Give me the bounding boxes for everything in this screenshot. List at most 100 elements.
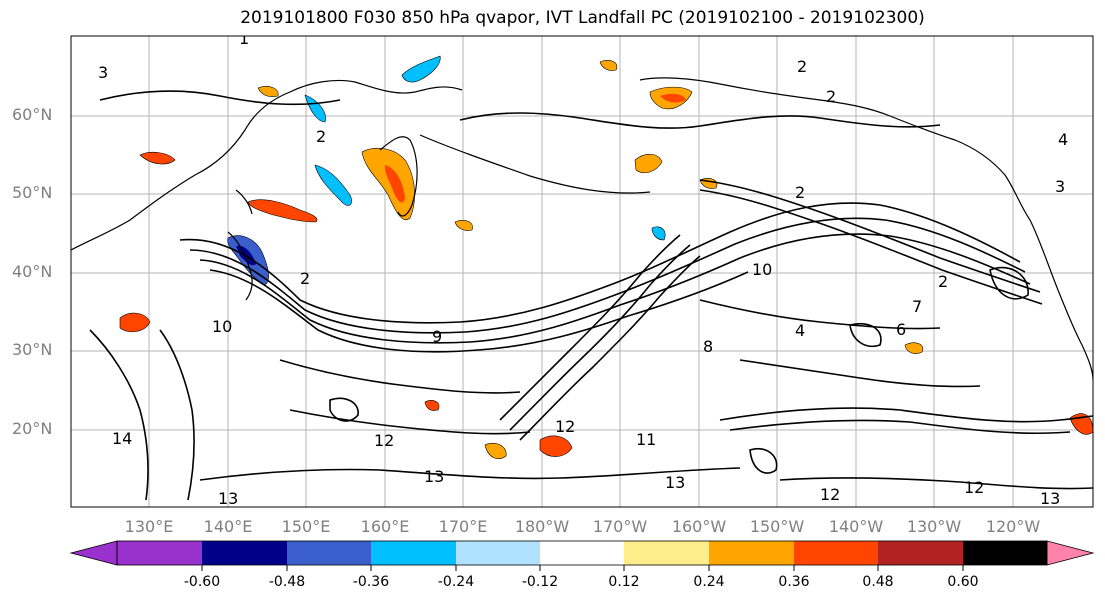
contour-label-13d: 13 [218,489,238,508]
contour-label-10: 10 [212,317,232,336]
contour-mid-3 [699,299,941,330]
coast-alaska [639,77,1031,221]
contour-label-2f: 2 [938,272,948,291]
lon-label: 140°E [204,517,253,536]
gridlines [71,36,1093,507]
contour-label-13: 13 [424,467,444,486]
contour-label-11: 11 [636,430,656,449]
lon-label: 160°W [672,517,727,536]
colorbar-tick-label: -0.12 [522,574,558,590]
contour-jet-1 [179,202,1021,324]
colorbar-segment [456,541,540,565]
coast-asia [71,79,463,251]
shade-cyan-west [304,94,326,123]
contour-label-12c: 12 [964,478,984,497]
shade-cyan-bering [401,55,441,83]
contour-label-12: 12 [374,431,394,450]
shade-cyan-okhotsk [314,164,352,206]
colorbar-tick-label: 0.24 [693,574,724,590]
shade-orange-20n [539,435,573,457]
shading-layer [119,55,1093,459]
colorbar-tick-label: -0.60 [184,574,220,590]
lat-label-50n: 50°N [12,183,52,202]
colorbar-segment [963,541,1047,565]
shade-orange-small3 [904,342,924,354]
shade-blue-small6 [651,226,666,241]
lat-label-30n: 30°N [12,340,52,359]
contour-label-12b: 12 [555,417,575,436]
colorbar-segment [794,541,878,565]
contour-mid-1 [279,359,521,394]
contour-north-2 [99,90,341,106]
lon-label: 150°W [750,517,805,536]
contour-label-13b: 13 [665,473,685,492]
contour-label-8: 8 [703,337,713,356]
colorbar-tick-label: 0.36 [778,574,809,590]
contours [89,90,1093,501]
contour-jet-6 [699,189,1043,305]
contour-label-2b: 2 [826,87,836,106]
shade-red-alaska [660,93,686,103]
contour-loop-1 [329,397,359,422]
contour-label-12d: 12 [820,485,840,504]
contour-loop-3 [989,266,1029,300]
contour-east-1 [719,407,1093,423]
colorbar-tick-label: -0.24 [438,574,474,590]
contour-label-7: 7 [912,297,922,316]
shade-orange-small7 [599,60,618,71]
contour-jet-3 [199,233,1031,344]
lat-label-40n: 40°N [12,262,52,281]
shade-orange-gulf [634,153,663,174]
contour-label-2e: 2 [316,127,326,146]
coastlines [71,77,1093,381]
coast-na-west [1029,219,1093,381]
contour-label-2: 2 [797,57,807,76]
contour-jet-2 [189,217,1026,334]
contour-east-2 [729,419,1071,435]
contour-label-14: 14 [112,429,132,448]
shade-orange-west-pac [139,151,176,165]
map-panel: 1 3 2 2 4 3 2 2 10 9 10 4 7 6 8 12 12 11… [71,36,1093,508]
colorbar-segments [117,541,1047,565]
contour-south-1 [199,467,741,481]
contour-label-9: 9 [432,327,442,346]
contour-subtrop-1 [499,234,681,421]
colorbar-tick-label: 0.48 [862,574,893,590]
lon-label: 180°W [515,517,570,536]
map-border [70,35,1094,508]
contour-subtrop-3 [519,255,701,441]
colorbar-tick-label: -0.48 [269,574,305,590]
shade-red-small5 [424,400,440,411]
lon-label: 120°W [986,517,1041,536]
shade-red-kamchatka [384,165,405,203]
colorbar-tick-label: 0.12 [608,574,639,590]
shade-orange-small1 [257,86,279,98]
coast-kamchatka [379,136,418,217]
contour-north-1 [459,112,941,129]
coast-japan [227,189,253,301]
shade-orange-small4 [454,220,473,231]
contour-label-2d: 2 [300,269,310,288]
latitude-labels: 60°N 50°N 40°N 30°N 20°N [12,105,52,438]
contour-label-6: 6 [896,320,906,339]
shade-red-japan [247,199,318,223]
contour-mid-4 [739,359,981,388]
colorbar-tick-label: 0.60 [947,574,978,590]
lat-label-20n: 20°N [12,419,52,438]
colorbar-frame [116,540,1048,566]
colorbar-ticks: -0.60 -0.48 -0.36 -0.24 -0.12 0.12 0.24 0.36 0.4… [184,565,979,590]
longitude-labels: 130°E 140°E 150°E 160°E 170°E 180°W 170°W 160°W… [125,517,1041,536]
lon-label: 160°E [361,517,410,536]
lon-label: 140°W [829,517,884,536]
contour-west-1 [89,329,149,501]
contour-label-13c: 13 [1040,489,1060,508]
contour-west-2 [159,329,195,501]
shade-orange-180 [484,442,507,459]
contour-label-4b: 4 [795,321,805,340]
contour-label-3b: 3 [1055,177,1065,196]
lon-label: 130°E [125,517,174,536]
contour-label-4: 4 [1058,130,1068,149]
lon-label: 170°E [439,517,488,536]
lat-label-60n: 60°N [12,105,52,124]
